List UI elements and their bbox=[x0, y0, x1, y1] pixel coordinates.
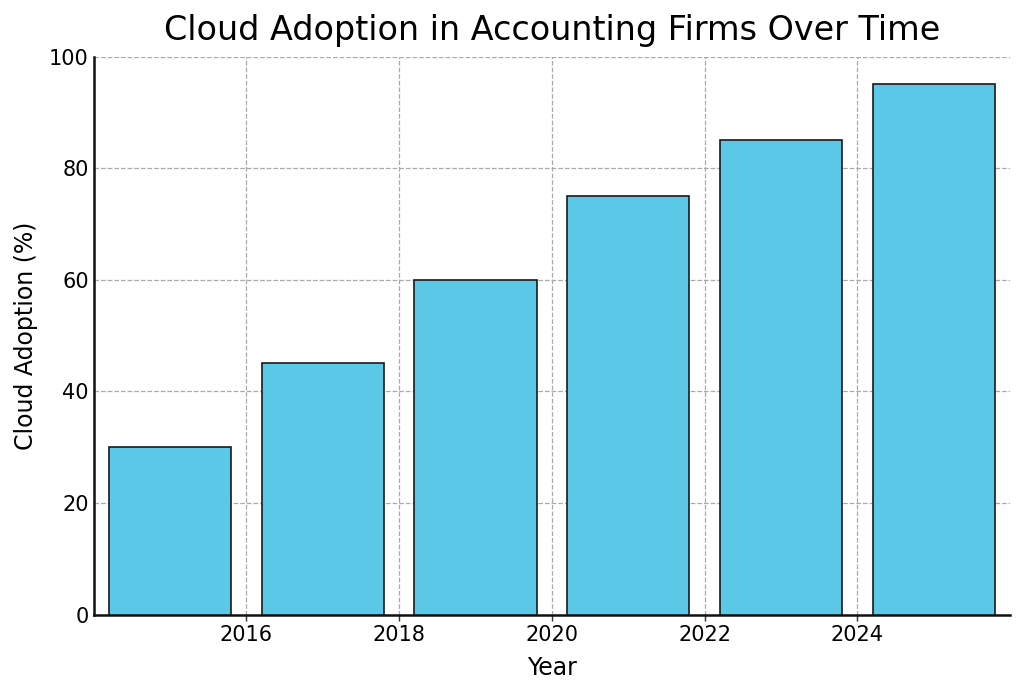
Bar bbox=[720, 140, 842, 615]
Title: Cloud Adoption in Accounting Firms Over Time: Cloud Adoption in Accounting Firms Over … bbox=[164, 14, 940, 47]
Bar bbox=[109, 447, 231, 615]
Y-axis label: Cloud Adoption (%): Cloud Adoption (%) bbox=[14, 221, 38, 450]
Bar bbox=[415, 280, 537, 615]
Bar bbox=[872, 85, 995, 615]
X-axis label: Year: Year bbox=[527, 656, 577, 680]
Bar bbox=[567, 196, 689, 615]
Bar bbox=[262, 364, 384, 615]
